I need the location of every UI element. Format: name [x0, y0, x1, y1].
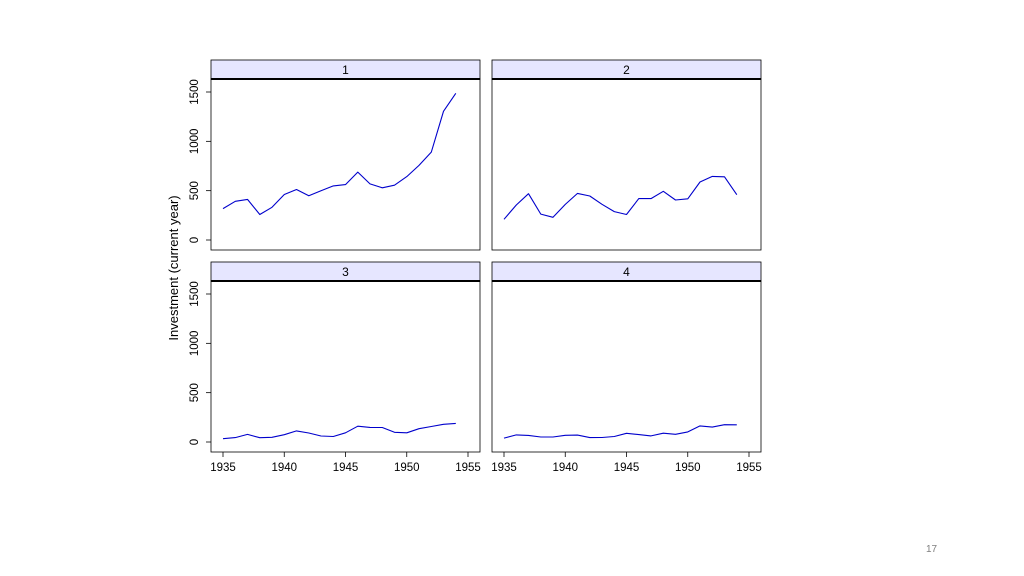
y-tick-label: 1500: [189, 79, 201, 105]
y-axis-label: Investment (current year): [166, 195, 181, 340]
x-tick-label: 1950: [394, 462, 420, 474]
y-tick-label: 500: [189, 181, 201, 200]
x-tick-label: 1935: [491, 462, 517, 474]
x-tick-label: 1940: [552, 462, 578, 474]
x-tick-label: 1950: [675, 462, 701, 474]
panel-label: 4: [623, 265, 630, 279]
x-tick-label: 1945: [614, 462, 640, 474]
y-tick-label: 0: [189, 237, 201, 243]
y-tick-label: 0: [189, 439, 201, 445]
series-line: [503, 424, 737, 439]
y-tick-label: 1500: [189, 281, 201, 307]
x-tick-label: 1945: [333, 462, 359, 474]
panel-label: 2: [623, 63, 630, 77]
series-line: [503, 175, 738, 220]
series-line: [222, 422, 456, 440]
panel-frame: [210, 78, 481, 251]
y-tick-label: 1000: [189, 129, 201, 155]
x-tick-label: 1940: [271, 462, 297, 474]
series-line: [222, 92, 457, 216]
x-tick-label: 1935: [210, 462, 236, 474]
slide-number: 17: [926, 544, 938, 555]
panel-frame: [491, 78, 762, 251]
panel-frame: [210, 280, 481, 453]
y-tick-label: 1000: [189, 331, 201, 357]
x-tick-label: 1955: [455, 462, 481, 474]
panel-label: 3: [342, 265, 349, 279]
x-tick-label: 1955: [736, 462, 762, 474]
panel-frame: [491, 280, 762, 453]
y-tick-label: 500: [189, 383, 201, 402]
panel-label: 1: [342, 63, 349, 77]
